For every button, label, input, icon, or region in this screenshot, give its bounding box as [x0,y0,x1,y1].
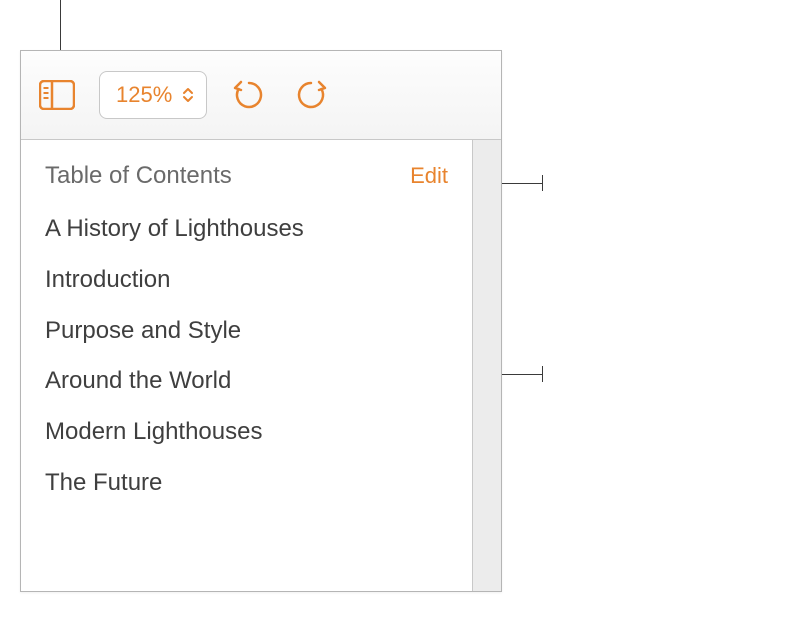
toc-title: Table of Contents [45,162,232,190]
toc-entry[interactable]: A History of Lighthouses [45,204,452,255]
callout-bracket-tick [542,366,543,382]
sidebar-toggle-button[interactable] [37,75,77,115]
chevron-up-down-icon [180,87,196,103]
toc-entry[interactable]: Around the World [45,356,452,407]
toc-list: A History of LighthousesIntroductionPurp… [45,204,452,509]
redo-icon [293,77,329,113]
redo-button[interactable] [291,75,331,115]
callout-line-top [60,0,61,50]
toc-entry[interactable]: Introduction [45,255,452,306]
undo-button[interactable] [229,75,269,115]
toc-header: Table of Contents Edit [45,162,452,190]
toc-entry[interactable]: Modern Lighthouses [45,407,452,458]
window-body: Table of Contents Edit A History of Ligh… [21,140,501,592]
toolbar: 125% [21,51,501,140]
toc-edit-button[interactable]: Edit [410,163,448,189]
sidebar-icon [39,80,75,110]
toc-sidebar: Table of Contents Edit A History of Ligh… [21,140,473,592]
callout-tick-edit [542,175,543,191]
toc-entry[interactable]: Purpose and Style [45,306,452,357]
app-window: 125% [20,50,502,592]
document-area [473,140,501,592]
zoom-level-label: 125% [116,82,172,108]
undo-icon [231,77,267,113]
zoom-dropdown[interactable]: 125% [99,71,207,119]
toc-entry[interactable]: The Future [45,458,452,509]
